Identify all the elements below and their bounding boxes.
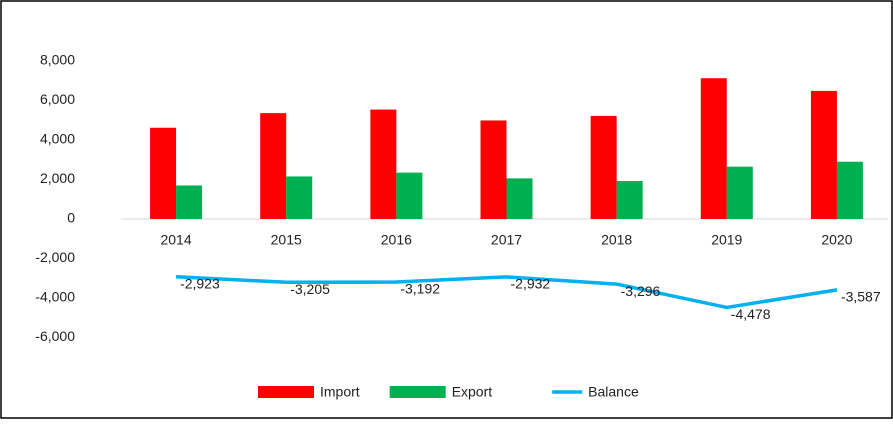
bar: [176, 185, 203, 219]
bar: [726, 166, 753, 219]
bar: [150, 127, 177, 219]
bar: [260, 113, 287, 219]
y-tick-label: -4,000: [35, 289, 75, 305]
bar: [480, 120, 507, 219]
bar: [810, 90, 837, 220]
y-tick-label: 0: [67, 210, 75, 226]
x-tick-label: 2015: [271, 232, 302, 248]
data-label: -2,932: [511, 276, 551, 292]
bar: [506, 178, 533, 219]
bar: [616, 181, 643, 219]
bar: [700, 78, 727, 219]
bar: [836, 161, 863, 219]
y-tick-label: 8,000: [40, 52, 75, 68]
y-tick-label: 2,000: [40, 170, 75, 186]
bar: [370, 109, 397, 219]
x-tick-label: 2016: [381, 232, 412, 248]
legend-label: Balance: [588, 384, 639, 400]
data-label: -3,296: [621, 283, 661, 299]
y-tick-label: -2,000: [35, 249, 75, 265]
x-tick-label: 2017: [491, 232, 522, 248]
bar: [396, 172, 423, 219]
y-tick-label: -6,000: [35, 328, 75, 344]
legend-label: Import: [320, 384, 360, 400]
legend-swatch: [389, 386, 446, 398]
bar: [286, 176, 313, 219]
x-tick-label: 2014: [160, 232, 191, 248]
bar: [590, 115, 617, 219]
data-label: -3,587: [841, 289, 881, 305]
legend-swatch: [258, 386, 314, 398]
x-tick-label: 2018: [601, 232, 632, 248]
line-series: [175, 274, 838, 310]
x-tick-label: 2019: [711, 232, 742, 248]
y-tick-label: 6,000: [40, 91, 75, 107]
legend-label: Export: [452, 384, 493, 400]
data-label: -3,192: [400, 281, 440, 297]
data-label: -3,205: [290, 281, 330, 297]
y-tick-label: 4,000: [40, 131, 75, 147]
x-tick-label: 2020: [821, 232, 852, 248]
data-label: -2,923: [180, 275, 220, 291]
data-label: -4,478: [731, 306, 771, 322]
